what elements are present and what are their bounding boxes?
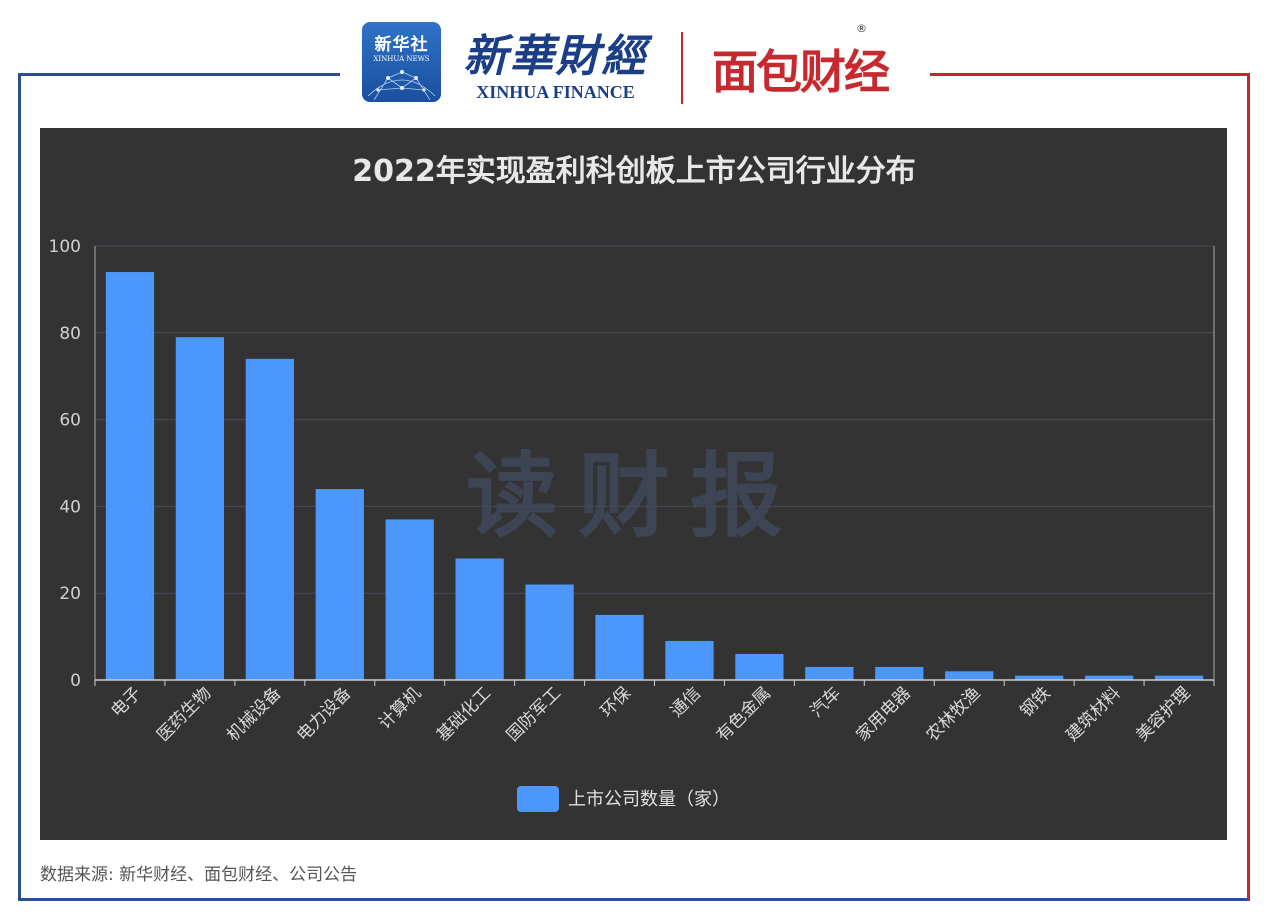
- bar-8: [665, 640, 714, 680]
- xinhua-badge-cn: 新华社: [374, 35, 429, 55]
- bar-chart: 读财报 2022年实现盈利科创板上市公司行业分布 0 20 40 60 80 100 电子医…: [49, 154, 1215, 812]
- x-tick-label: 电力设备: [293, 683, 355, 745]
- x-tick-label: 环保: [597, 683, 635, 721]
- legend-label: 上市公司数量（家）: [568, 789, 730, 810]
- frame-line-bottom: [18, 898, 1250, 901]
- y-tick-label: 80: [59, 324, 81, 344]
- x-tick-label: 建筑材料: [1062, 683, 1124, 745]
- x-tick-label: 钢铁: [1017, 683, 1055, 721]
- bar-3: [315, 489, 364, 680]
- chart-legend: 上市公司数量（家）: [517, 786, 730, 812]
- y-tick-label: 0: [70, 671, 81, 691]
- xinhua-finance-logo-en: XINHUA FINANCE: [476, 82, 635, 102]
- x-tick-label: 基础化工: [433, 683, 495, 745]
- logo-divider: [681, 32, 683, 104]
- bar-2: [245, 358, 294, 680]
- frame-line-top-right: [930, 73, 1250, 76]
- x-tick-label: 农林牧渔: [923, 683, 985, 745]
- frame-line-top-left: [18, 73, 340, 76]
- x-tick-label: 汽车: [807, 683, 845, 721]
- bar-6: [525, 584, 574, 680]
- x-tick-label: 通信: [667, 683, 705, 721]
- x-tick-label: 电子: [107, 683, 145, 721]
- bar-4: [385, 519, 434, 680]
- x-tick-label: 家用电器: [853, 683, 915, 745]
- bar-0: [105, 272, 155, 680]
- bar-5: [455, 558, 504, 680]
- xinhua-news-logo: 新华社 XINHUA NEWS: [362, 22, 441, 102]
- y-tick-label: 20: [59, 584, 81, 604]
- xinhua-badge-en: XINHUA NEWS: [373, 55, 430, 63]
- bar-7: [595, 614, 644, 680]
- bar-1: [175, 337, 225, 680]
- bar-14: [1084, 675, 1134, 680]
- bar-9: [735, 653, 784, 680]
- x-tick-label: 国防军工: [503, 683, 565, 745]
- bar-10: [805, 666, 854, 680]
- x-tick-label: 医药生物: [153, 683, 215, 745]
- x-tick-label: 计算机: [375, 683, 425, 733]
- mianbao-finance-logo: 面包财经: [712, 45, 890, 99]
- chart-panel: [40, 128, 1227, 840]
- bar-11: [875, 666, 924, 680]
- y-tick-label: 60: [59, 411, 81, 431]
- xinhua-finance-logo-cn: 新華財經: [463, 31, 648, 82]
- globe-network-icon: [367, 70, 436, 101]
- bar-15: [1154, 675, 1204, 680]
- registered-mark: ®: [856, 22, 867, 35]
- y-tick-label: 40: [59, 497, 81, 517]
- watermark: 读财报: [466, 443, 802, 550]
- frame-line-left: [18, 73, 21, 901]
- legend-swatch: [517, 786, 559, 812]
- chart-title: 2022年实现盈利科创板上市公司行业分布: [352, 154, 916, 189]
- frame-line-right: [1247, 73, 1250, 901]
- x-tick-label: 美容护理: [1132, 683, 1194, 745]
- source-note: 数据来源: 新华财经、面包财经、公司公告: [40, 865, 358, 885]
- y-tick-label: 100: [49, 237, 81, 257]
- bar-12: [945, 671, 994, 680]
- x-tick-label: 有色金属: [713, 683, 775, 745]
- bar-13: [1015, 675, 1064, 680]
- x-tick-label: 机械设备: [223, 683, 285, 745]
